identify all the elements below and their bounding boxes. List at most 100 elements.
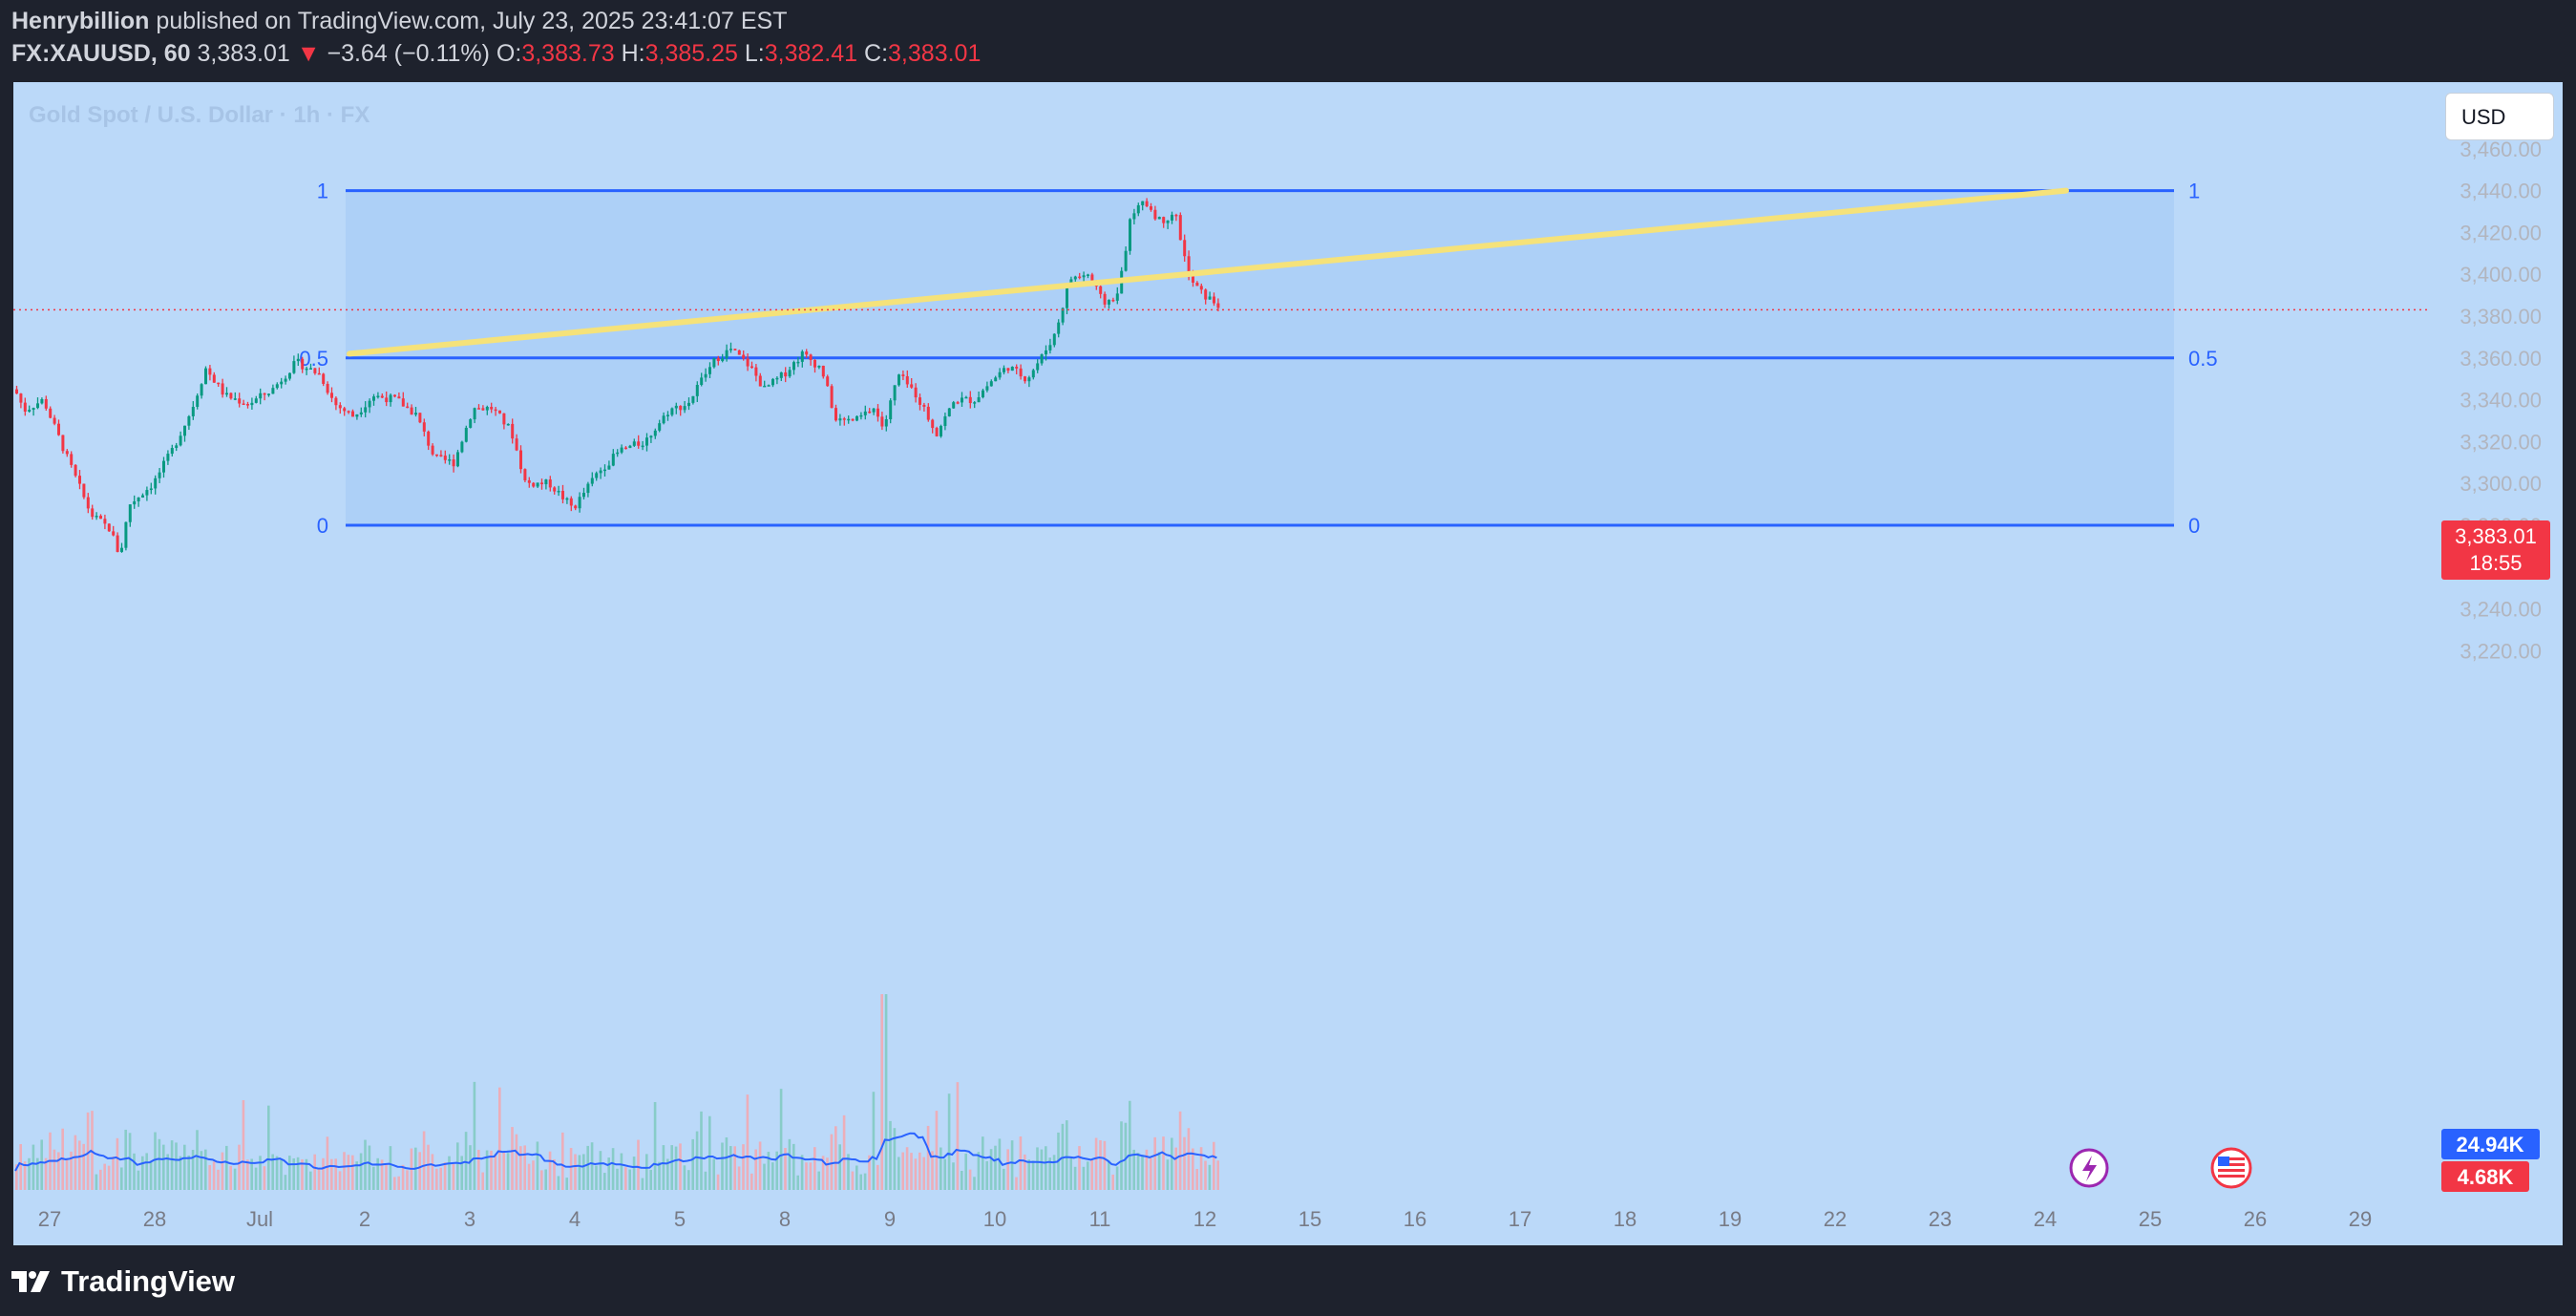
candle-body bbox=[645, 437, 648, 446]
volume-bar bbox=[380, 1159, 384, 1190]
candle-body bbox=[893, 385, 897, 401]
candle-body bbox=[154, 478, 158, 489]
candle-body bbox=[515, 438, 518, 451]
candle-body bbox=[166, 454, 170, 461]
candle-body bbox=[103, 519, 107, 524]
volume-bar bbox=[918, 1152, 921, 1190]
volume-bar bbox=[103, 1163, 106, 1190]
volume-bar bbox=[901, 1152, 904, 1190]
candle-body bbox=[1199, 286, 1203, 290]
volume-bar bbox=[460, 1156, 463, 1190]
candle-body bbox=[494, 409, 497, 412]
publish-info: Henrybillion published on TradingView.co… bbox=[11, 8, 788, 35]
candle-body bbox=[1073, 276, 1077, 280]
volume-bar bbox=[1187, 1128, 1191, 1190]
volume-bar bbox=[603, 1173, 606, 1190]
candle-body bbox=[305, 368, 308, 371]
volume-bar bbox=[800, 1155, 804, 1190]
candle-body bbox=[700, 377, 704, 386]
volume-bar bbox=[246, 1159, 249, 1190]
volume-bar bbox=[771, 1162, 774, 1190]
candle-body bbox=[910, 384, 914, 388]
volume-bar bbox=[565, 1178, 568, 1190]
time-tick-label: 25 bbox=[2139, 1207, 2162, 1231]
volume-bar bbox=[305, 1158, 308, 1190]
candle-body bbox=[574, 505, 578, 509]
volume-bar bbox=[221, 1152, 224, 1190]
volume-bar bbox=[863, 1173, 867, 1190]
candle-body bbox=[435, 454, 438, 456]
volume-ma-badge bbox=[2441, 1161, 2529, 1192]
candle-body bbox=[658, 423, 662, 431]
volume-bar bbox=[897, 1157, 900, 1190]
price-badge bbox=[2441, 520, 2550, 580]
candle-body bbox=[372, 396, 375, 401]
author-name[interactable]: Henrybillion bbox=[11, 8, 150, 34]
candle-body bbox=[431, 445, 434, 455]
candle-body bbox=[443, 456, 447, 460]
volume-bar bbox=[1157, 1152, 1161, 1190]
time-axis[interactable]: 27 28 Jul 2 3 4 5 8 9 10 11 12 15 16 17 18 19 22 23 24 25 26 2… bbox=[38, 1207, 2372, 1231]
volume-bar bbox=[851, 1171, 855, 1190]
candle-body bbox=[1061, 308, 1065, 323]
volume-bar bbox=[637, 1139, 640, 1190]
volume-bar bbox=[1141, 1155, 1144, 1190]
candle-body bbox=[217, 382, 221, 385]
candle-body bbox=[481, 408, 485, 411]
candle-body bbox=[162, 460, 165, 473]
volume-bar bbox=[952, 1162, 955, 1190]
candle-body bbox=[796, 361, 800, 364]
lightning-icon[interactable] bbox=[2069, 1148, 2109, 1188]
currency-button[interactable]: USD bbox=[2445, 93, 2554, 140]
volume-bar bbox=[830, 1134, 834, 1190]
volume-bar bbox=[905, 1147, 909, 1190]
candle-body bbox=[935, 428, 939, 436]
candle-body bbox=[733, 349, 737, 350]
volume-bar bbox=[708, 1115, 711, 1190]
tradingview-logo[interactable]: TradingView bbox=[11, 1264, 235, 1299]
volume-bar bbox=[368, 1145, 371, 1190]
volume-bar bbox=[296, 1157, 300, 1190]
symbol-label[interactable]: FX:XAUUSD, 60 bbox=[11, 40, 191, 67]
chart-canvas[interactable]: 1 10.5 0.50 0 Gold Spot / U.S. Dollar · 1h … bbox=[13, 82, 2563, 1245]
volume-bar bbox=[670, 1145, 673, 1190]
candle-body bbox=[254, 398, 258, 403]
volume-bar bbox=[784, 1148, 787, 1190]
candle-body bbox=[19, 393, 23, 403]
candle-body bbox=[422, 422, 426, 432]
candle-body bbox=[460, 441, 464, 453]
volume-bar bbox=[872, 1092, 876, 1190]
candle-body bbox=[1192, 274, 1194, 283]
candle-body bbox=[44, 398, 48, 409]
last-price: 3,383.01 bbox=[197, 40, 290, 67]
volume-bar bbox=[548, 1151, 552, 1190]
us-flag-icon[interactable] bbox=[2210, 1147, 2252, 1189]
candle-body bbox=[569, 498, 573, 506]
volume-bar bbox=[431, 1154, 434, 1190]
candle-body bbox=[112, 531, 116, 536]
candle-body bbox=[784, 371, 788, 377]
candle-body bbox=[1204, 289, 1208, 300]
volume-bar bbox=[553, 1158, 556, 1190]
candle-body bbox=[880, 416, 884, 427]
candle-body bbox=[1162, 217, 1166, 223]
volume-bar bbox=[506, 1153, 510, 1190]
volume-bar bbox=[998, 1138, 1002, 1190]
volume-bar bbox=[204, 1149, 207, 1190]
time-tick-label: 29 bbox=[2349, 1207, 2372, 1231]
candle-body bbox=[750, 366, 753, 369]
volume-bar bbox=[208, 1165, 211, 1190]
candle-body bbox=[868, 411, 872, 414]
candle-body bbox=[721, 358, 725, 362]
chart-pane[interactable]: 1 1 0.5 0.5 0 0 Gold Spot / U.S. Dollar · 1h … bbox=[13, 82, 2563, 1245]
price-tick-label: 3,420.00 bbox=[2460, 221, 2542, 244]
trend-line[interactable] bbox=[347, 187, 2069, 357]
candle-body bbox=[330, 393, 333, 398]
candle-body bbox=[968, 396, 972, 404]
volume-bar bbox=[691, 1138, 694, 1190]
candle-body bbox=[137, 497, 140, 501]
candle-body bbox=[590, 478, 594, 484]
volume-bar bbox=[1150, 1157, 1152, 1190]
candle-body bbox=[519, 450, 522, 470]
candle-body bbox=[120, 547, 123, 552]
